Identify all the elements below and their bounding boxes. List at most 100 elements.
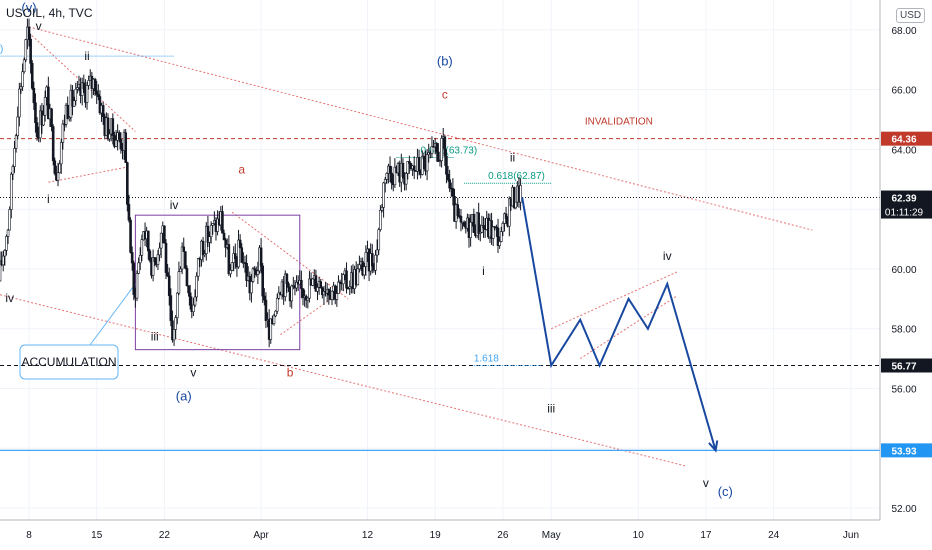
candle-body (451, 188, 455, 197)
candle-body (193, 296, 197, 306)
candle-body (51, 126, 55, 162)
candle-body (114, 139, 118, 147)
candle-body (130, 252, 134, 264)
candle-body (11, 166, 15, 175)
candle-body (499, 231, 503, 242)
candle-body (287, 283, 290, 288)
candle-body (80, 82, 84, 96)
candle-body (377, 229, 381, 251)
candle-body (166, 272, 169, 277)
candle-body (379, 209, 382, 230)
candle-body (14, 135, 18, 149)
candle-body (163, 225, 166, 244)
wave-projection[interactable] (521, 197, 719, 453)
candle-body (480, 225, 484, 233)
candle-body (408, 161, 411, 164)
candle-body (209, 224, 213, 238)
wave-label: iii (151, 330, 159, 344)
price-axis[interactable]: 52.0054.0056.0058.0060.0062.0064.0066.00… (879, 0, 932, 550)
candle-body (6, 229, 10, 237)
candle-body (356, 268, 360, 286)
candle-body (195, 275, 198, 298)
time-tick: 17 (700, 530, 712, 541)
price-tick: 58.00 (891, 325, 916, 336)
candle-body (333, 285, 337, 300)
candle-body (448, 179, 451, 189)
candle-body (438, 160, 442, 163)
candle-body (106, 117, 110, 140)
currency-button[interactable]: USD (896, 8, 926, 23)
wave-label: (a) (176, 388, 192, 403)
candle-body (126, 162, 129, 205)
candle-body (206, 225, 210, 243)
candle-body (251, 268, 255, 282)
wave-label: c (442, 88, 448, 102)
candle-body (406, 161, 410, 174)
candle-body (472, 214, 476, 233)
time-tick: 26 (497, 530, 509, 541)
candle-body (348, 286, 352, 289)
candle-body (482, 225, 485, 229)
candle-body (253, 268, 256, 271)
candle-body (314, 275, 318, 292)
candle-body (164, 242, 168, 273)
candle-body (222, 232, 226, 241)
candle-body (22, 59, 26, 73)
candle-body (188, 292, 192, 306)
candle-body (469, 221, 472, 238)
wave-label: iii (547, 401, 555, 415)
candle-body (169, 295, 173, 322)
time-tick: May (542, 530, 561, 541)
wave-label: (c) (718, 484, 733, 499)
time-axis[interactable]: 8 15 22 Apr 12 19 26 May 10 17 24 Jun (0, 519, 932, 550)
candle-body (240, 247, 244, 263)
candle-body (137, 262, 140, 274)
price-tick: 66.00 (891, 86, 916, 97)
candle-body (374, 254, 377, 271)
candle-body (0, 260, 2, 282)
candle-body (43, 97, 47, 116)
candle-body (417, 157, 421, 172)
candle-body (87, 80, 90, 86)
candle-body (35, 122, 39, 137)
callout-pointer (89, 283, 136, 346)
candle-body (184, 251, 187, 269)
candle-body (227, 244, 231, 275)
candle-body (459, 215, 463, 223)
candle-body (24, 39, 28, 61)
candle-body (175, 292, 179, 318)
candle-body (229, 270, 232, 275)
candle-body (425, 154, 429, 172)
candle-body (345, 270, 348, 289)
accumulation-zone[interactable]: ACCUMULATION (19, 214, 301, 380)
candle-body (72, 100, 76, 107)
candle-body (358, 264, 361, 270)
candle-body (462, 221, 466, 227)
candle-body (237, 239, 240, 268)
candle-body (158, 247, 161, 256)
candle-body (196, 258, 200, 277)
candle-body (272, 315, 276, 325)
candle-body (82, 82, 86, 90)
candle-body (203, 253, 206, 256)
candle-body (8, 209, 11, 231)
candle-body (97, 94, 100, 97)
price-tag-target-2 (881, 443, 932, 458)
candle-body (445, 155, 448, 175)
price-tag-label: 56.77 (891, 361, 916, 372)
time-tick: 24 (768, 530, 780, 541)
time-tick: 12 (362, 530, 374, 541)
price-lines[interactable]: INVALIDATION (0, 117, 880, 451)
candle-body (263, 295, 266, 301)
candle-body (364, 252, 368, 267)
candle-body (221, 211, 224, 234)
candle-body (50, 108, 53, 127)
candle-body (61, 123, 65, 143)
price-tag-target-1 (881, 358, 932, 373)
candle-body (385, 173, 389, 180)
candle-body (404, 173, 408, 185)
candle-body (177, 271, 181, 294)
candle-body (16, 116, 20, 136)
candle-body (148, 250, 152, 261)
